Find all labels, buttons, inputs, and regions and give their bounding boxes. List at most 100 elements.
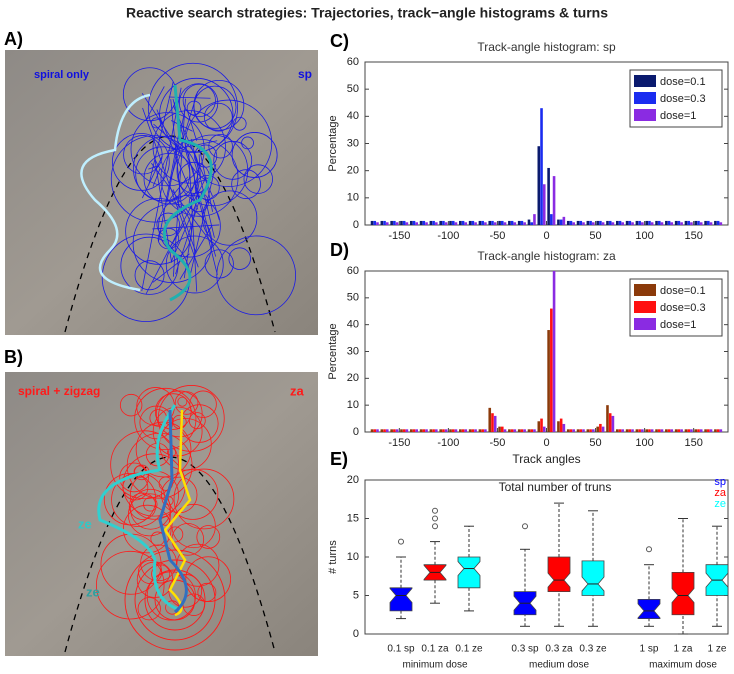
panel-label: A): [4, 29, 23, 49]
bar: [419, 429, 423, 432]
bar: [461, 220, 465, 225]
bar: [599, 423, 602, 432]
bar: [510, 220, 514, 225]
bar: [537, 421, 541, 432]
bar: [402, 429, 406, 432]
annotation: spiral + zigzag: [18, 384, 100, 398]
bar: [383, 429, 386, 432]
legend-label: dose=0.3: [660, 93, 706, 105]
bar: [660, 429, 664, 432]
bar: [523, 222, 526, 225]
trajectory-loop: [156, 212, 180, 237]
bar: [690, 222, 693, 225]
bar: [478, 220, 482, 225]
y-tick-label: 0: [353, 628, 359, 640]
bar: [520, 429, 524, 432]
bar: [625, 429, 629, 432]
trajectory-loop: [143, 497, 158, 512]
trajectory-loop: [228, 247, 251, 270]
bar: [596, 426, 599, 432]
bar: [385, 222, 389, 225]
x-tick-label: 50: [589, 230, 601, 242]
trajectory-loop: [140, 544, 177, 582]
y-tick-label: 30: [347, 137, 359, 149]
bar: [707, 429, 710, 432]
trajectory-loop: [208, 133, 233, 159]
x-tick-label: 150: [684, 437, 702, 449]
trajectory: [97, 404, 181, 612]
bar: [454, 429, 458, 432]
bar: [638, 220, 641, 225]
bar: [533, 429, 536, 432]
trajectory-loop: [157, 385, 225, 452]
bar: [373, 429, 377, 432]
bar: [513, 222, 517, 225]
group-label: maximum dose: [649, 660, 717, 671]
bar: [400, 429, 403, 432]
bar: [530, 222, 534, 225]
bar: [370, 220, 374, 225]
bar: [370, 429, 374, 432]
bar: [451, 220, 455, 225]
bar: [500, 426, 504, 432]
bar: [709, 429, 713, 432]
trajectory-loop: [202, 190, 258, 246]
x-tick-label: 100: [635, 437, 653, 449]
x-tick-label: 0.1 ze: [455, 644, 483, 655]
trajectory-loop: [168, 574, 203, 608]
bar: [513, 429, 517, 432]
bar: [432, 429, 435, 432]
box: [581, 560, 605, 596]
y-tick-label: 40: [347, 319, 359, 331]
bar: [464, 222, 468, 225]
bar: [719, 222, 723, 225]
outlier: [432, 507, 438, 514]
trajectories-a: [80, 62, 297, 323]
trajectory-loop: [103, 472, 157, 526]
bar: [432, 220, 435, 225]
bar: [601, 222, 605, 225]
bar: [449, 220, 452, 225]
group-label: minimum dose: [402, 660, 467, 671]
bar: [444, 222, 448, 225]
bar: [508, 429, 511, 432]
bar: [569, 220, 573, 225]
bar: [402, 220, 406, 225]
bar: [714, 220, 717, 225]
x-tick-label: -100: [437, 230, 459, 242]
annotation: ze: [86, 584, 100, 599]
bar: [439, 429, 442, 432]
trajectory-loop: [196, 525, 221, 549]
bar: [699, 222, 703, 225]
trajectory-loop: [134, 260, 165, 291]
bar: [474, 222, 477, 225]
bar: [435, 429, 438, 432]
bar: [655, 220, 658, 225]
bar: [586, 429, 590, 432]
bar: [641, 222, 644, 225]
bar: [589, 429, 592, 432]
bar: [383, 220, 386, 225]
bar: [552, 271, 556, 432]
bar: [697, 220, 700, 225]
bar: [468, 429, 472, 432]
panel-label: D): [330, 240, 349, 260]
bar: [631, 429, 634, 432]
trajectory-seg: [183, 180, 200, 279]
x-tick-label: 1 ze: [708, 644, 727, 655]
trajectory-loop: [173, 468, 235, 530]
trajectory-loop: [139, 405, 174, 440]
annotation: ze: [78, 516, 92, 531]
chart-title: Track-angle histogram: sp: [477, 40, 616, 54]
trajectory-seg: [151, 162, 215, 247]
bar: [677, 220, 681, 225]
bar: [582, 429, 585, 432]
bar: [625, 220, 629, 225]
trajectory-loop: [123, 135, 163, 175]
bar: [618, 429, 622, 432]
outlier: [522, 523, 528, 530]
bar: [493, 415, 497, 432]
trajectory-loop: [203, 102, 233, 132]
panel-label: B): [4, 347, 23, 367]
